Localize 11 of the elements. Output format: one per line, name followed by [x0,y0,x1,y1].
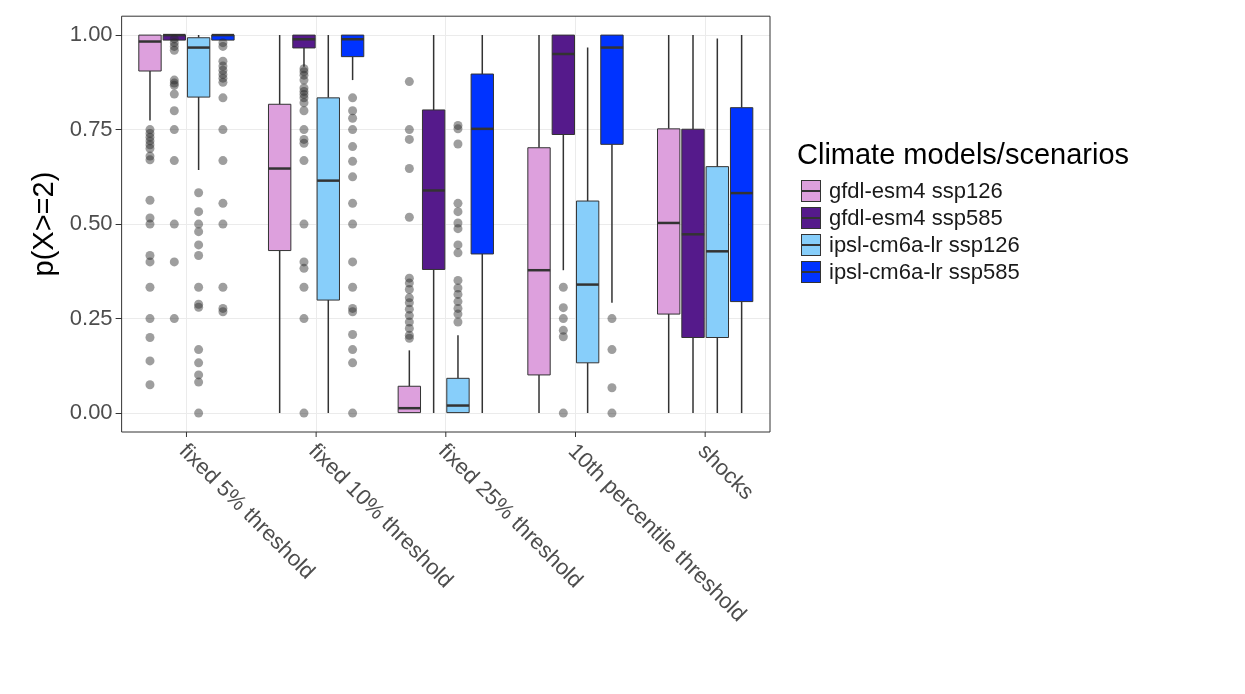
legend-label: ipsl-cm6a-lr ssp126 [829,231,1020,258]
y-tick-label: 0.00 [69,399,113,425]
legend-label: gfdl-esm4 ssp585 [829,204,1003,231]
y-tick-label: 1.00 [69,21,113,47]
legend-title: Climate models/scenarios [797,138,1130,171]
y-axis-title: p(X>=2) [27,171,60,277]
y-tick-label: 0.50 [69,210,113,236]
y-tick-label: 0.25 [69,304,113,330]
legend-label: gfdl-esm4 ssp126 [829,177,1003,204]
y-tick-label: 0.75 [69,115,113,141]
legend-label: ipsl-cm6a-lr ssp585 [829,258,1020,285]
